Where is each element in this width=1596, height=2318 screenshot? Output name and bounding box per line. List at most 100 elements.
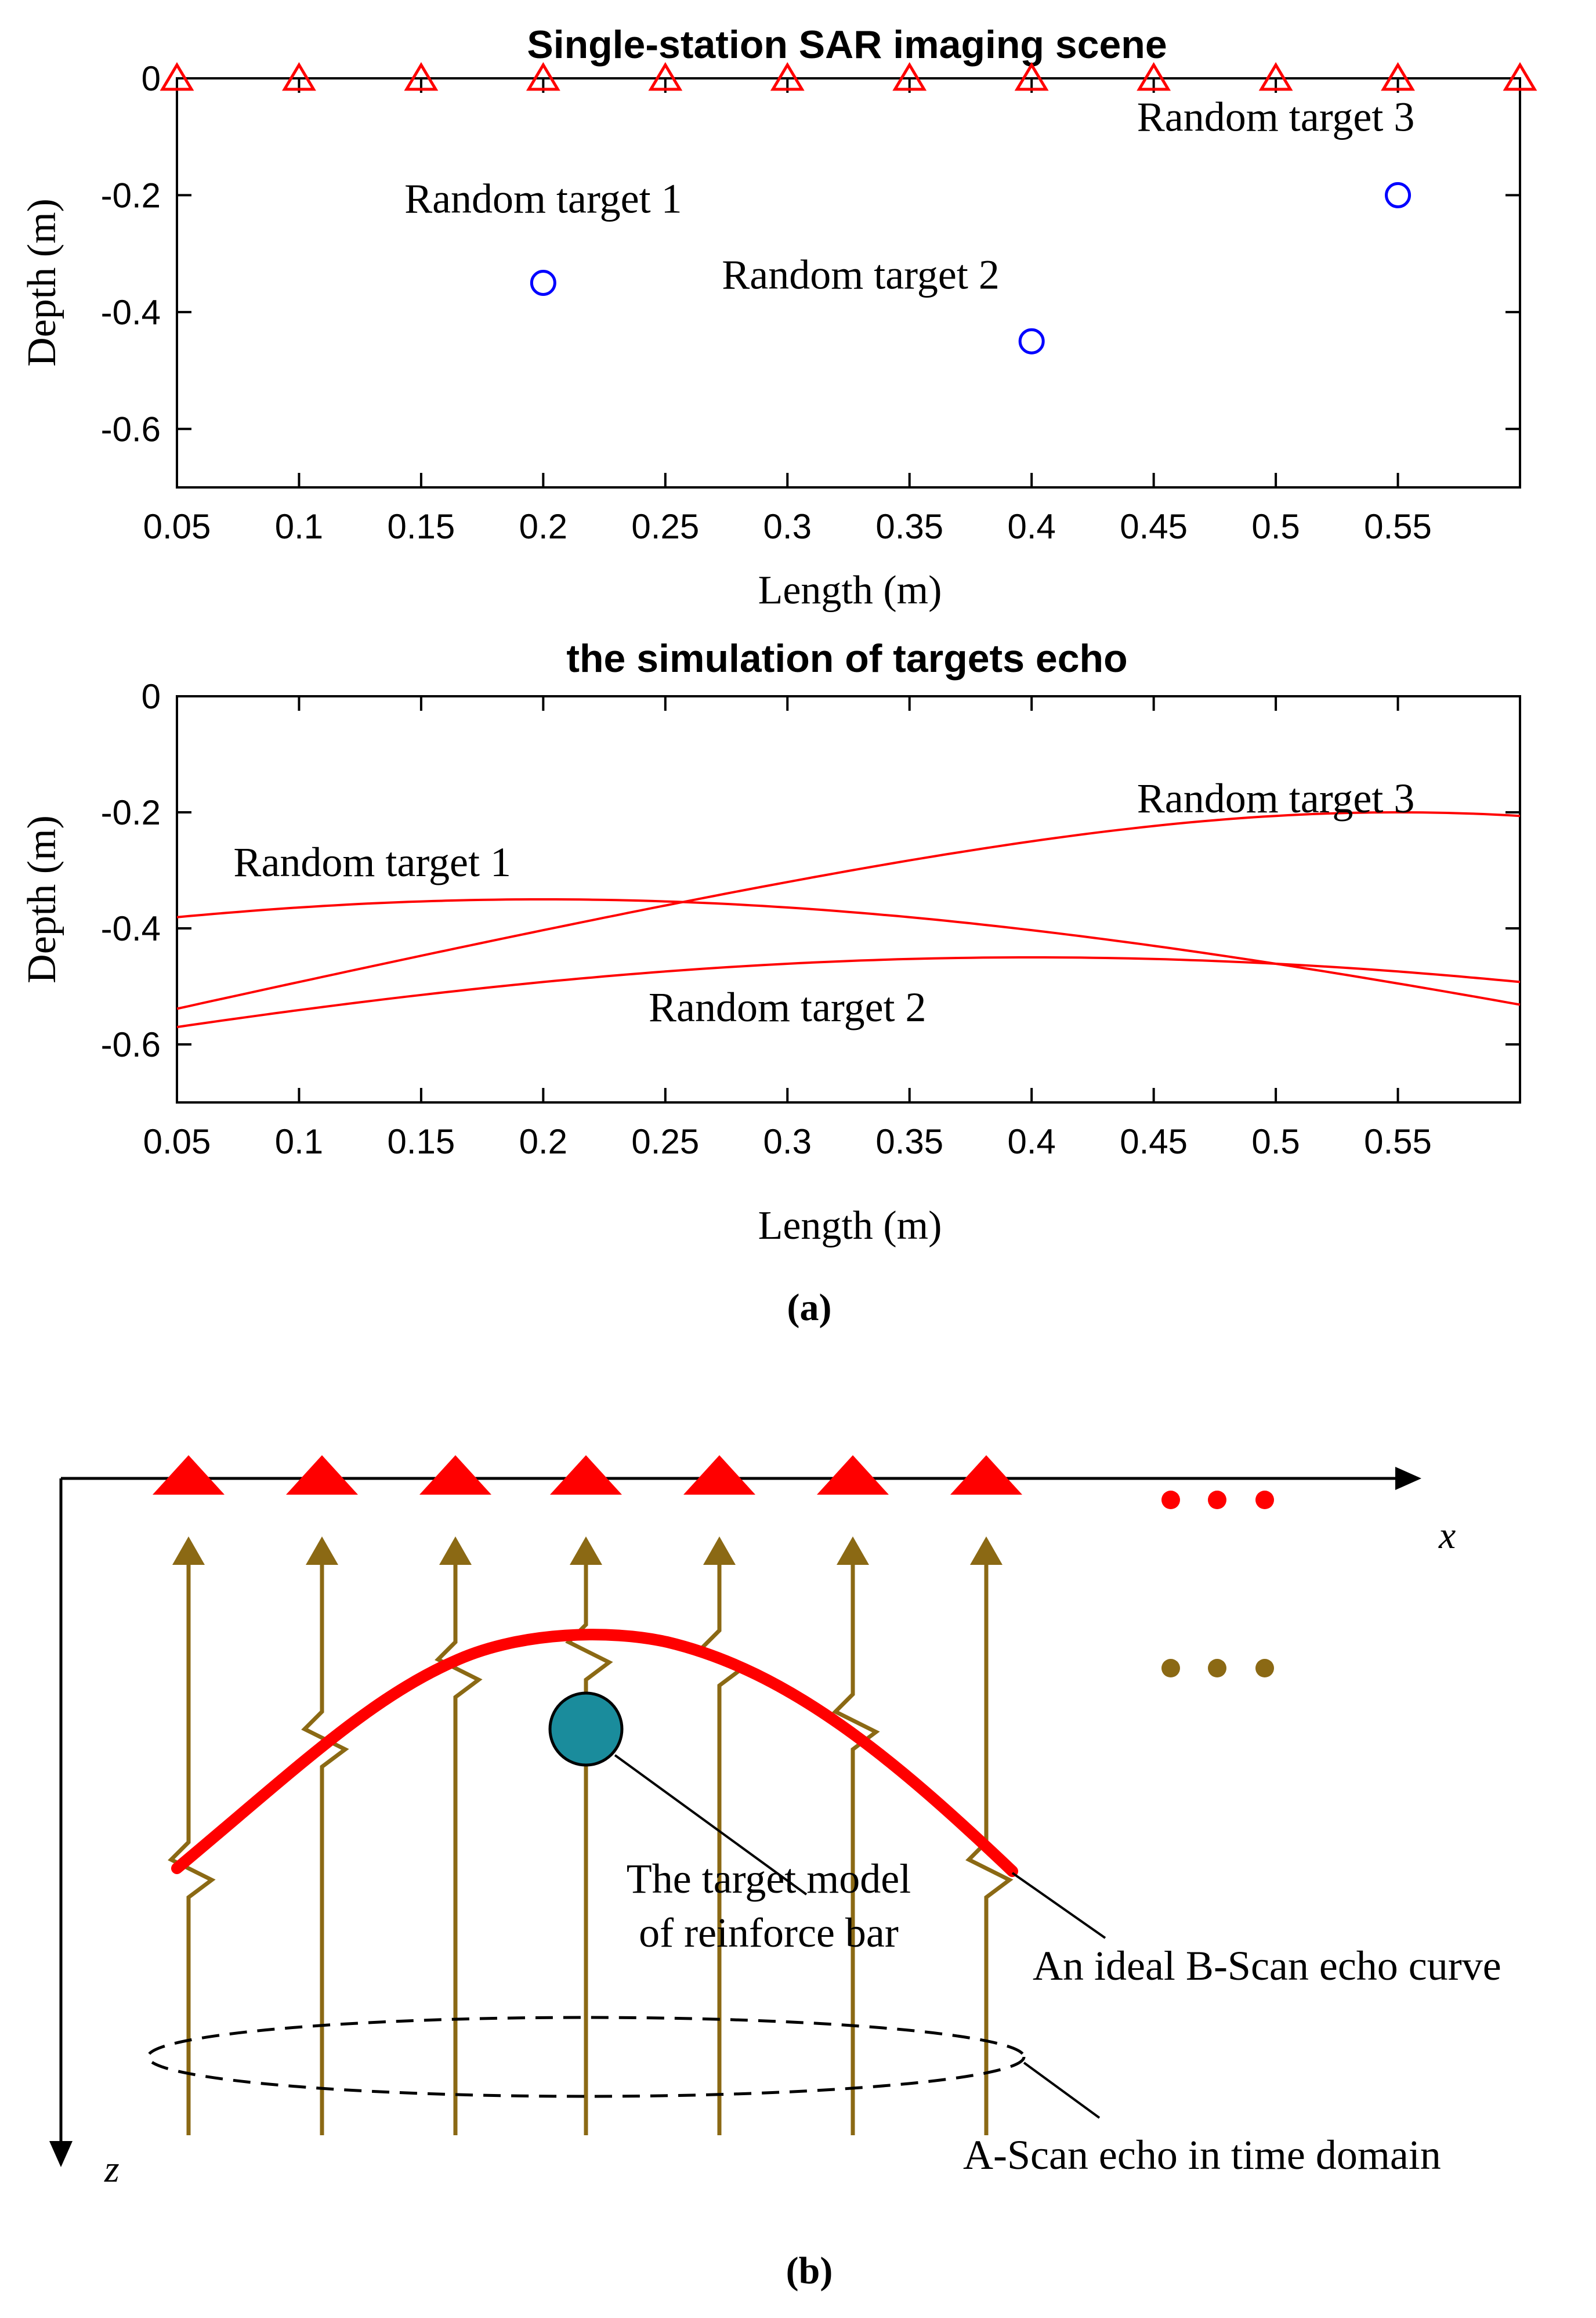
x-tick-label: 0.35 bbox=[875, 1122, 943, 1161]
x-tick-label: 0.05 bbox=[143, 1122, 211, 1161]
echo-annotation: Random target 2 bbox=[649, 984, 927, 1030]
antenna-triangle bbox=[817, 1455, 889, 1495]
a-scan-trace bbox=[435, 1536, 483, 2135]
y-tick-label: -0.2 bbox=[101, 176, 161, 215]
a-scan-trace bbox=[168, 1536, 216, 2135]
trace-ellipsis-dot bbox=[1161, 1659, 1180, 1677]
target-circle-marker bbox=[1385, 182, 1412, 208]
trace-ellipsis bbox=[1161, 1659, 1274, 1677]
antenna-triangle bbox=[550, 1455, 622, 1495]
antenna-triangle bbox=[419, 1455, 491, 1495]
chart1-plot-frame bbox=[176, 77, 1521, 489]
y-tick-label: 0 bbox=[142, 59, 161, 98]
target-model-label-line2: of reinforce bar bbox=[639, 1910, 899, 1956]
chart2-title: the simulation of targets echo bbox=[566, 637, 1127, 681]
x-tick-label: 0.45 bbox=[1120, 507, 1188, 546]
echo-hyperbola-line bbox=[176, 956, 1521, 1029]
y-tick-label: -0.6 bbox=[101, 410, 161, 449]
x-tick-label: 0.4 bbox=[1007, 507, 1055, 546]
antenna-triangle bbox=[683, 1455, 755, 1495]
y-tick-label: -0.2 bbox=[101, 793, 161, 832]
antenna-triangle-marker bbox=[282, 62, 316, 91]
a-scan-trace bbox=[301, 1536, 349, 2135]
antenna-triangle-marker bbox=[1014, 62, 1049, 91]
y-tick-label: -0.4 bbox=[101, 293, 161, 332]
a-scan-trace bbox=[832, 1536, 880, 2135]
a-scan-label: A-Scan echo in time domain bbox=[963, 2132, 1441, 2178]
target-annotation: Random target 1 bbox=[404, 176, 682, 222]
antenna-triangle bbox=[286, 1455, 358, 1495]
x-tick-label: 0.2 bbox=[519, 507, 567, 546]
caption-a: (a) bbox=[787, 1286, 832, 1329]
x-axis-label: x bbox=[1438, 1514, 1456, 1557]
antenna-triangle-marker bbox=[404, 62, 439, 91]
target-annotation: Random target 2 bbox=[722, 252, 1000, 298]
a-scan-leader-line bbox=[1023, 2062, 1101, 2119]
a-scan-region-ellipse bbox=[146, 2016, 1026, 2098]
antenna-ellipsis bbox=[1161, 1491, 1274, 1509]
antenna-triangle-marker bbox=[160, 62, 194, 91]
chart2-y-axis-label: Depth (m) bbox=[20, 815, 64, 983]
trace-ellipsis-dot bbox=[1255, 1659, 1274, 1677]
y-tick-label: 0 bbox=[142, 677, 161, 716]
antenna-triangle-marker bbox=[648, 62, 683, 91]
target-circle-marker bbox=[530, 270, 556, 296]
chart-targets-echo-simulation: the simulation of targets echo 0.05 0.1 0.… bbox=[20, 637, 1521, 1248]
x-tick-label: 0.5 bbox=[1251, 507, 1300, 546]
x-tick-label: 0.3 bbox=[763, 1122, 812, 1161]
antenna-triangle-marker bbox=[892, 62, 927, 91]
antenna-ellipsis-dot bbox=[1208, 1491, 1226, 1509]
x-tick-label: 0.55 bbox=[1364, 507, 1432, 546]
x-tick-label: 0.4 bbox=[1007, 1122, 1055, 1161]
target-model-label-line1: The target model bbox=[627, 1856, 911, 1902]
x-tick-label: 0.55 bbox=[1364, 1122, 1432, 1161]
antenna-triangle-marker bbox=[526, 62, 560, 91]
echo-hyperbola-line bbox=[176, 898, 1521, 1006]
chart1-x-axis-label: Length (m) bbox=[758, 568, 942, 613]
trace-ellipsis-dot bbox=[1208, 1659, 1226, 1677]
x-tick-label: 0.1 bbox=[275, 507, 323, 546]
chart1-title: Single-station SAR imaging scene bbox=[527, 23, 1167, 67]
echo-annotation: Random target 1 bbox=[233, 839, 511, 885]
rebar-target-circle bbox=[548, 1691, 624, 1767]
z-axis-label: z bbox=[104, 2148, 120, 2190]
target-circle-marker bbox=[1018, 328, 1045, 355]
chart2-x-axis-label: Length (m) bbox=[758, 1203, 942, 1248]
y-tick-label: -0.6 bbox=[101, 1025, 161, 1064]
echo-hyperbola-line bbox=[176, 811, 1521, 1010]
a-scan-trace bbox=[965, 1536, 1014, 2135]
antenna-triangle-marker bbox=[1503, 62, 1537, 91]
antenna-triangle-marker bbox=[1258, 62, 1293, 91]
target-leader-line bbox=[614, 1754, 808, 1896]
x-tick-label: 0.45 bbox=[1120, 1122, 1188, 1161]
chart2-plot-frame bbox=[176, 695, 1521, 1104]
target-annotation: Random target 3 bbox=[1137, 94, 1415, 140]
x-tick-label: 0.25 bbox=[631, 507, 699, 546]
x-tick-label: 0.15 bbox=[388, 507, 455, 546]
b-scan-diagram: x z The target model of reinforce bar An… bbox=[49, 1455, 1501, 2190]
y-tick-label: -0.4 bbox=[101, 909, 161, 948]
chart-single-station-sar-scene: Single-station SAR imaging scene 0.05 0.1… bbox=[20, 23, 1537, 613]
chart1-y-axis-label: Depth (m) bbox=[20, 198, 64, 367]
x-tick-label: 0.35 bbox=[875, 507, 943, 546]
antenna-ellipsis-dot bbox=[1161, 1491, 1180, 1509]
echo-annotation: Random target 3 bbox=[1137, 775, 1415, 822]
x-tick-label: 0.15 bbox=[388, 1122, 455, 1161]
x-tick-label: 0.1 bbox=[275, 1122, 323, 1161]
caption-b: (b) bbox=[786, 2250, 833, 2292]
x-tick-label: 0.25 bbox=[631, 1122, 699, 1161]
x-tick-label: 0.05 bbox=[143, 507, 211, 546]
antenna-triangle-marker bbox=[1381, 62, 1415, 91]
antenna-triangle bbox=[950, 1455, 1022, 1495]
a-scan-trace bbox=[699, 1536, 747, 2135]
x-tick-label: 0.3 bbox=[763, 507, 812, 546]
antenna-ellipsis-dot bbox=[1255, 1491, 1274, 1509]
b-scan-label: An ideal B-Scan echo curve bbox=[1033, 1943, 1501, 1989]
antenna-triangle-marker bbox=[770, 62, 805, 91]
b-scan-echo-curve bbox=[171, 1629, 1018, 1877]
x-tick-label: 0.5 bbox=[1251, 1122, 1300, 1161]
x-tick-label: 0.2 bbox=[519, 1122, 567, 1161]
antenna-triangle-marker bbox=[1137, 62, 1171, 91]
b-scan-leader-line bbox=[1011, 1872, 1106, 1939]
